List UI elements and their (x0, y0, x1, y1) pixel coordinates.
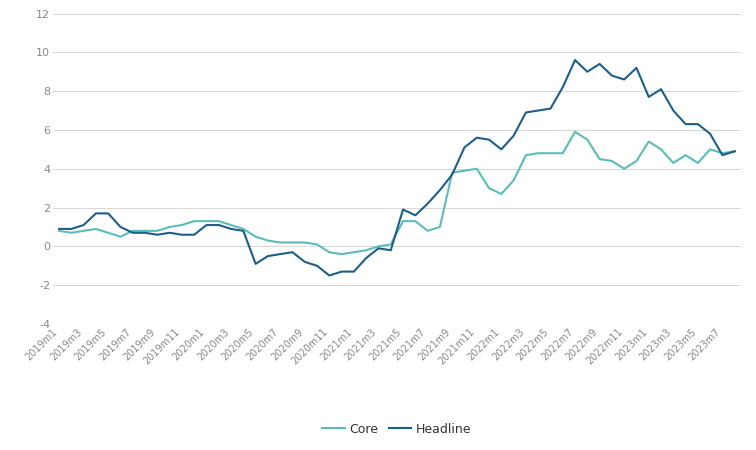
Core (448, 170, 457, 176)
Line: Headline: Headline (59, 60, 735, 275)
Headline (300, 259, 309, 265)
Headline (448, 172, 457, 177)
Core (300, 240, 309, 245)
Headline (730, 148, 739, 154)
Core (595, 156, 604, 162)
Core (485, 185, 494, 191)
Headline (595, 61, 604, 67)
Line: Core: Core (59, 132, 735, 254)
Core (730, 148, 739, 154)
Core (571, 129, 580, 135)
Headline (485, 137, 494, 142)
Headline (571, 58, 580, 63)
Legend: Core, Headline: Core, Headline (322, 423, 472, 436)
Headline (509, 133, 518, 139)
Core (337, 252, 346, 257)
Headline (54, 226, 64, 232)
Headline (67, 226, 76, 232)
Core (509, 178, 518, 183)
Core (54, 228, 64, 234)
Headline (325, 273, 334, 278)
Core (67, 230, 76, 235)
